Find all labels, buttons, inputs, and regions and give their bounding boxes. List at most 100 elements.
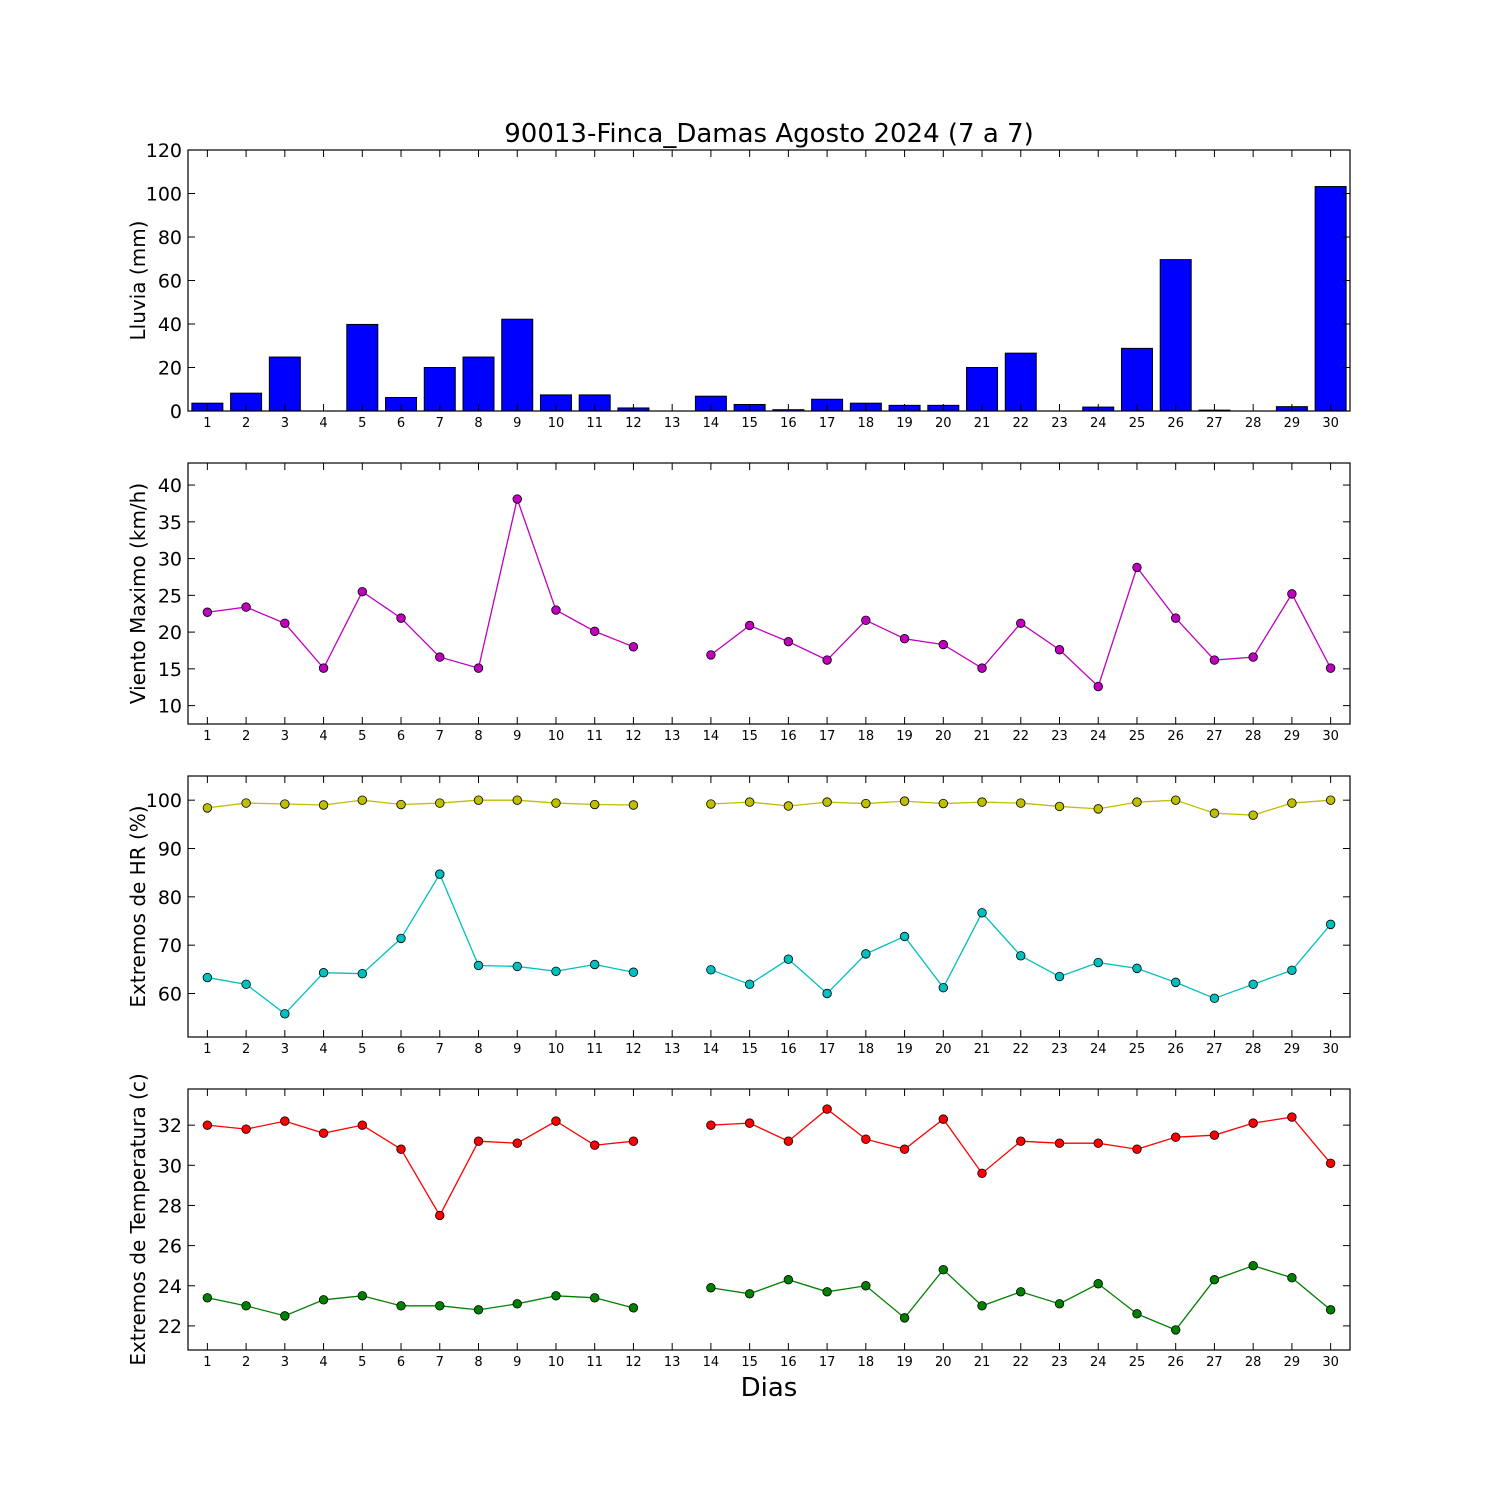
series-2-point-day-14 xyxy=(706,965,716,975)
x-tick-label: 10 xyxy=(548,1042,565,1057)
x-tick-label: 16 xyxy=(780,416,797,431)
bar-day-8 xyxy=(462,356,495,412)
series-1-point-day-3 xyxy=(280,799,290,809)
x-tick-label: 10 xyxy=(548,1355,565,1370)
x-tick-label: 22 xyxy=(1012,1042,1029,1057)
series-2-point-day-18 xyxy=(861,1281,871,1291)
x-tick-label: 10 xyxy=(548,729,565,744)
y-tick-label: 100 xyxy=(146,790,182,812)
series-1-point-day-27 xyxy=(1209,1130,1220,1140)
series-1-point-day-25 xyxy=(1132,562,1142,573)
series-1-point-day-15 xyxy=(744,1118,755,1128)
y-tick-label: 0 xyxy=(170,401,182,423)
series-1-point-day-20 xyxy=(938,1114,949,1124)
x-tick-label: 23 xyxy=(1051,416,1068,431)
series-2-point-day-1 xyxy=(202,972,213,983)
bar-day-26 xyxy=(1159,259,1192,412)
x-tick-label: 30 xyxy=(1322,1355,1339,1370)
bar-day-25 xyxy=(1120,347,1153,412)
series-1-point-day-3 xyxy=(280,618,290,628)
series-1-point-day-5 xyxy=(357,1120,368,1130)
series-2-point-day-29 xyxy=(1287,965,1297,976)
x-axis-label: Dias xyxy=(741,1373,798,1403)
series-2-point-day-24 xyxy=(1093,1279,1103,1289)
series-2-point-day-10 xyxy=(551,966,561,976)
series-1-point-day-25 xyxy=(1132,1144,1142,1154)
x-tick-label: 27 xyxy=(1206,416,1223,431)
x-tick-label: 3 xyxy=(281,729,289,744)
series-2-point-day-8 xyxy=(473,1305,484,1315)
x-tick-label: 17 xyxy=(819,729,836,744)
y-axis-label: Extremos de HR (%) xyxy=(126,805,150,1007)
series-1-point-day-11 xyxy=(590,626,600,637)
y-tick-label: 70 xyxy=(158,935,182,957)
x-tick-label: 28 xyxy=(1245,1042,1262,1057)
x-tick-label: 26 xyxy=(1167,416,1184,431)
series-1-point-day-17 xyxy=(822,655,832,665)
x-tick-label: 26 xyxy=(1167,1042,1184,1057)
y-axis-label: Extremos de Temperatura (c) xyxy=(126,1073,150,1365)
x-tick-label: 27 xyxy=(1206,729,1223,744)
series-1-point-day-6 xyxy=(396,1144,406,1154)
x-tick-label: 24 xyxy=(1090,1355,1107,1370)
x-tick-label: 14 xyxy=(703,1042,720,1057)
plot-frame xyxy=(187,1088,1351,1351)
x-tick-label: 28 xyxy=(1245,729,1262,744)
series-2-point-day-18 xyxy=(861,949,871,959)
series-1-point-day-21 xyxy=(977,663,987,673)
x-tick-label: 23 xyxy=(1051,729,1068,744)
y-tick-label: 120 xyxy=(146,140,182,162)
series-1-point-day-28 xyxy=(1248,810,1258,820)
series-1-point-day-27 xyxy=(1209,808,1220,818)
y-tick-label: 40 xyxy=(158,314,182,336)
x-tick-label: 29 xyxy=(1284,729,1301,744)
series-1-point-day-24 xyxy=(1093,1138,1103,1148)
x-tick-label: 15 xyxy=(741,1355,758,1370)
series-1-point-day-5 xyxy=(357,586,368,597)
x-tick-label: 18 xyxy=(858,416,875,431)
series-1-point-day-12 xyxy=(628,800,639,810)
x-tick-label: 19 xyxy=(896,416,913,431)
x-tick-label: 16 xyxy=(780,729,797,744)
x-tick-label: 24 xyxy=(1090,729,1107,744)
series-2-point-day-19 xyxy=(899,1313,910,1323)
series-1-point-day-1 xyxy=(202,607,213,617)
x-tick-label: 12 xyxy=(625,729,642,744)
x-tick-label: 1 xyxy=(203,729,211,744)
series-2-point-day-28 xyxy=(1248,979,1258,990)
x-tick-label: 27 xyxy=(1206,1042,1223,1057)
series-1-point-day-6 xyxy=(396,613,406,623)
series-2-point-day-21 xyxy=(977,908,987,918)
series-2-point-day-7 xyxy=(435,869,445,879)
series-1-point-day-22 xyxy=(1016,1136,1026,1146)
y-tick-label: 32 xyxy=(158,1115,182,1137)
x-tick-label: 22 xyxy=(1012,416,1029,431)
x-tick-label: 11 xyxy=(586,1355,603,1370)
y-tick-label: 90 xyxy=(158,839,182,861)
x-tick-label: 25 xyxy=(1129,1042,1146,1057)
series-1-point-day-1 xyxy=(202,803,213,813)
series-1-point-day-24 xyxy=(1093,804,1103,814)
bar-day-22 xyxy=(1004,352,1037,412)
series-2-point-day-16 xyxy=(783,1275,794,1285)
series-2-point-day-24 xyxy=(1093,957,1103,968)
series-1-point-day-4 xyxy=(318,800,329,810)
x-tick-label: 7 xyxy=(436,416,444,431)
series-2-line-2 xyxy=(710,1264,1332,1331)
x-tick-label: 8 xyxy=(474,416,482,431)
x-tick-label: 19 xyxy=(896,1355,913,1370)
series-1-point-day-7 xyxy=(435,798,445,808)
series-1-point-day-9 xyxy=(512,494,522,504)
series-1-point-day-26 xyxy=(1170,1132,1181,1142)
y-tick-label: 60 xyxy=(158,984,182,1006)
series-2-point-day-26 xyxy=(1170,977,1181,988)
x-tick-label: 30 xyxy=(1322,416,1339,431)
series-1-point-day-23 xyxy=(1054,801,1065,812)
x-tick-label: 17 xyxy=(819,416,836,431)
x-tick-label: 21 xyxy=(974,729,991,744)
series-1-point-day-5 xyxy=(357,795,368,805)
series-1-point-day-26 xyxy=(1170,613,1181,623)
x-tick-label: 26 xyxy=(1167,1355,1184,1370)
x-tick-label: 13 xyxy=(664,416,681,431)
